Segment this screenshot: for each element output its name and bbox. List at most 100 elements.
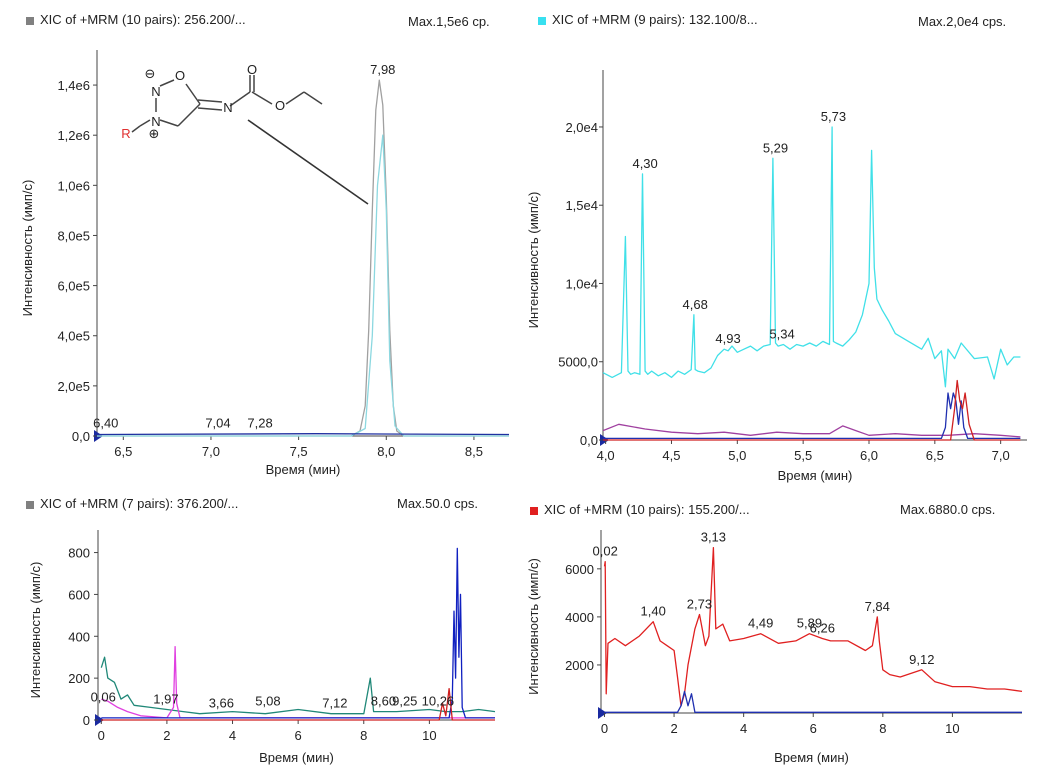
chart-panel-3: XIC of +MRM (7 pairs): 376.200/... Max.5… [26,496,496,765]
chart-header: XIC of +MRM (10 pairs): 256.200/... [40,12,246,27]
atom-label: R [121,126,130,141]
x-axis-label: Время (мин) [259,750,334,765]
peak-label: 6,26 [810,621,835,636]
peak-label: 4,93 [715,331,740,346]
peak-label: 3,66 [209,696,234,711]
series-line-2 [96,433,510,436]
axis-origin-marker [95,714,104,726]
y-tick-label: 400 [68,629,90,644]
y-tick-label: 4,0e5 [57,329,90,344]
x-tick-label: 2 [163,728,170,743]
x-tick-label: 7,5 [290,444,308,459]
peak-label: 9,25 [392,694,417,709]
x-tick-label: 6 [295,728,302,743]
y-axis-label: Интенсивность (имп/с) [20,180,35,317]
bond [197,107,223,111]
series-swatch [26,501,34,509]
structure-pointer-line [247,119,369,205]
series-swatch [538,17,546,25]
y-tick-label: 1,2e6 [57,128,90,143]
y-tick-label: 6000 [565,562,594,577]
series-line-2 [603,392,1021,440]
series-line-1 [602,423,1021,438]
peak-label: 3,13 [701,530,726,545]
x-tick-label: 5,0 [728,448,746,463]
series-line-0 [603,547,1023,707]
bond [251,91,273,105]
bond [159,79,175,87]
series-line-1 [97,134,509,437]
y-tick-label: 0,0 [72,429,90,444]
atom-label: N [223,100,232,115]
chart-max-label: Max.6880.0 cps. [900,502,996,517]
y-axis-label: Интенсивность (имп/с) [526,558,541,695]
x-tick-label: 0 [601,721,608,736]
x-tick-label: 6 [810,721,817,736]
peak-label: 4,49 [748,616,773,631]
chart-panel-1: XIC of +MRM (10 pairs): 256.200/... Max.… [0,0,529,477]
y-tick-label: 200 [68,671,90,686]
peak-label: 1,97 [153,692,178,707]
series-line-3 [101,687,495,721]
peak-label: 4,30 [632,156,657,171]
chart-header: XIC of +MRM (9 pairs): 132.100/8... [552,12,758,27]
x-tick-label: 4 [740,721,747,736]
x-tick-label: 4 [229,728,236,743]
series-line-3 [603,379,1021,441]
atom-label: ⊖ [145,66,156,81]
y-tick-label: 5000,0 [558,355,598,370]
x-tick-label: 4,5 [662,448,680,463]
y-tick-label: 1,0e4 [565,276,598,291]
x-tick-label: 7,0 [202,444,220,459]
x-tick-label: 7,0 [992,448,1010,463]
y-tick-label: 1,5e4 [565,198,598,213]
x-tick-label: 8 [360,728,367,743]
y-tick-label: 1,4e6 [57,78,90,93]
series-line-0 [602,126,1021,388]
y-tick-label: 0,0 [580,433,598,448]
peak-label: 6,40 [93,415,118,430]
atom-label: O [175,68,185,83]
x-axis-label: Время (мин) [778,468,853,483]
y-tick-label: 2,0e5 [57,379,90,394]
chart-header: XIC of +MRM (7 pairs): 376.200/... [40,496,239,511]
x-tick-label: 10 [422,728,436,743]
bond [303,91,323,105]
x-tick-label: 0 [98,728,105,743]
bond [229,91,251,107]
bond [159,119,179,127]
chart-svg: 6,5 7,0 7,5 8,0 8,5 0,0 2,0e5 4,0e5 6,0e5 8,0e5 1,… [20,50,510,477]
peak-label: 7,04 [205,415,230,430]
peak-label: 5,73 [821,109,846,124]
x-tick-label: 6,0 [860,448,878,463]
peak-label: 7,12 [322,696,347,711]
peak-label: 1,40 [641,604,666,619]
chart-max-label: Max.50.0 cps. [397,496,478,511]
y-tick-label: 2000 [565,658,594,673]
peak-label: 5,29 [763,140,788,155]
bond [285,91,305,105]
bond [197,99,223,103]
chart-header: XIC of +MRM (10 pairs): 155.200/... [544,502,750,517]
bond [139,119,151,127]
peak-label: 0,06 [91,689,116,704]
atom-label: N [151,84,160,99]
y-tick-label: 6,0e5 [57,279,90,294]
x-axis-label: Время (мин) [266,462,341,477]
peak-label: 0,02 [593,544,618,559]
atom-label: O [275,98,285,113]
y-axis-label: Интенсивность (имп/с) [526,192,541,329]
series-swatch [530,507,538,515]
bond [185,83,201,105]
x-tick-label: 6,5 [926,448,944,463]
chart-max-label: Max.2,0e4 cps. [918,14,1007,29]
series-swatch [26,17,34,25]
peak-label: 4,68 [683,297,708,312]
peak-label: 7,84 [865,599,890,614]
chart-svg: 4,0 4,5 5,0 5,5 6,0 6,5 7,0 0,0 5000,0 1,0e4 1,5e4… [526,70,1027,483]
x-tick-label: 5,5 [794,448,812,463]
peak-label: 7,28 [247,415,272,430]
